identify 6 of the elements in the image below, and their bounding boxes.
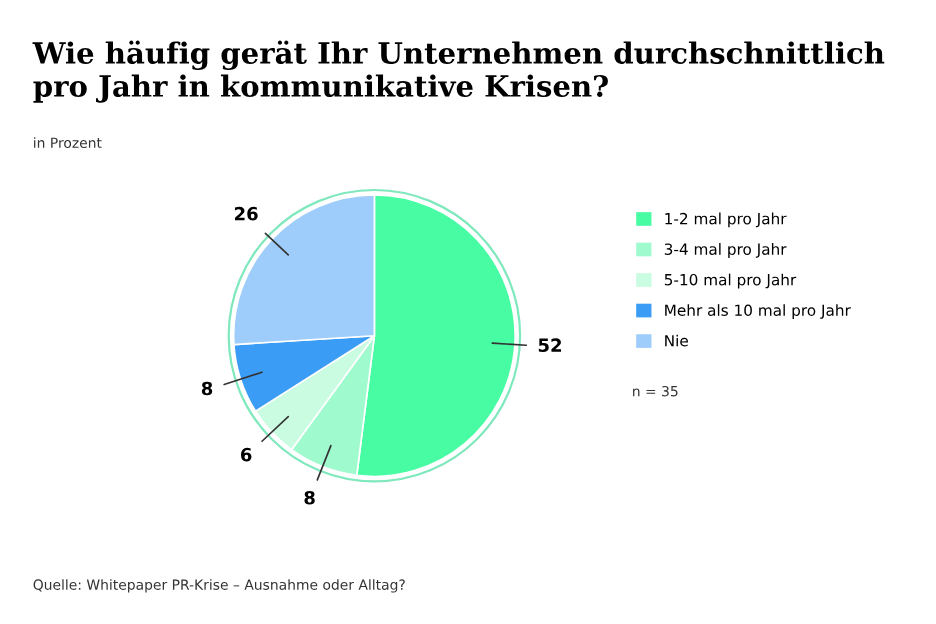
- data-label: 52: [538, 338, 562, 352]
- data-label: 6: [240, 447, 252, 462]
- data-label: 26: [234, 206, 258, 221]
- data-label: 8: [304, 490, 315, 505]
- data-label: 8: [201, 381, 213, 396]
- chart-title: Wie häufig gerät Ihr Unternehmen durchschnittlich pro Jahr in kommunikative Krisen?: [32, 40, 885, 103]
